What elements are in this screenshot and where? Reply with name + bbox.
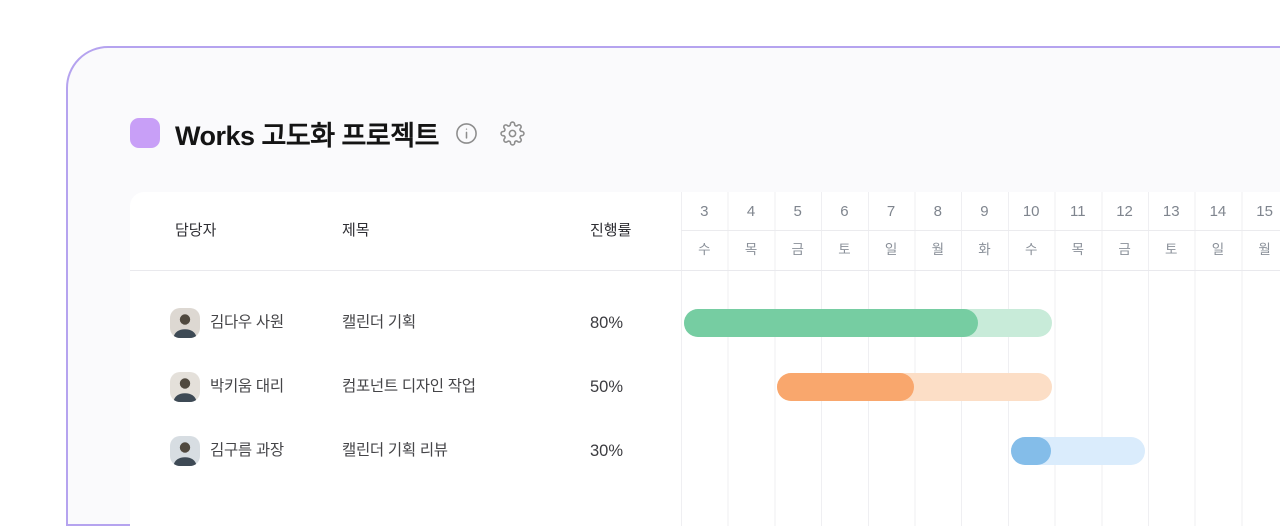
info-icon[interactable] [454, 121, 479, 146]
task-row[interactable]: 김구름 과장 캘린더 기획 리뷰 30% [130, 419, 1280, 483]
timeline-weekday-cell: 토 [838, 242, 851, 257]
timeline-weekday-cell: 금 [791, 242, 804, 257]
timeline-weekday-cell: 월 [931, 242, 944, 257]
timeline-dates-row: 3 4 5 6 7 8 9 10 11 12 13 14 15 [681, 192, 1280, 231]
gantt-bar-fill [1010, 437, 1052, 465]
column-header-assignee: 담당자 [175, 222, 217, 239]
assignee-name: 김다우 사원 [210, 314, 284, 331]
project-card: Works 고도화 프로젝트 담당자 제목 진행률 3 4 5 6 7 8 9 10 11 12 1… [66, 46, 1280, 526]
timeline-date-cell: 15 [1256, 203, 1273, 220]
assignee-avatar [170, 372, 200, 402]
gear-icon[interactable] [500, 120, 525, 146]
column-header-progress: 진행률 [590, 222, 632, 239]
gantt-bar[interactable] [777, 373, 1052, 401]
assignee-avatar [170, 436, 200, 466]
timeline-weekday-cell: 목 [1071, 242, 1085, 257]
task-progress: 80% [590, 314, 624, 332]
timeline-date-cell: 14 [1209, 203, 1227, 220]
timeline-weekday-cell: 토 [1165, 242, 1178, 257]
task-title: 캘린더 기획 리뷰 [342, 442, 448, 459]
timeline-date-cell: 4 [746, 203, 756, 220]
timeline-weekday-cell: 월 [1258, 242, 1271, 257]
timeline-weekday-cell: 화 [978, 242, 991, 257]
timeline-weekday-cell: 목 [744, 242, 758, 257]
timeline-date-cell: 11 [1070, 203, 1086, 220]
gantt-bar[interactable] [1010, 437, 1145, 465]
timeline-weekday-cell: 수 [1024, 242, 1038, 257]
timeline-date-cell: 13 [1162, 203, 1180, 220]
gantt-bar[interactable] [684, 309, 1052, 337]
task-title: 컴포넌트 디자인 작업 [342, 378, 476, 395]
timeline-weekday-cell: 수 [698, 242, 711, 257]
timeline-weekday-cell: 일 [884, 242, 898, 257]
task-rows: 김다우 사원 캘린더 기획 80% 박키움 대리 컴포넌트 디자인 작업 50% 김구름 과… [130, 271, 1280, 526]
gantt-panel: 담당자 제목 진행률 3 4 5 6 7 8 9 10 11 12 13 14 15 수 목 금 토 일 월 화 수 목… [130, 192, 1280, 526]
timeline-header: 3 4 5 6 7 8 9 10 11 12 13 14 15 수 목 금 토 일 월 화 수 목 금 토 일 월 [681, 192, 1280, 270]
timeline-date-cell: 8 [933, 203, 942, 220]
assignee-name: 박키움 대리 [210, 378, 284, 395]
header-divider [130, 270, 1280, 271]
task-progress: 50% [590, 378, 624, 396]
task-title: 캘린더 기획 [342, 314, 416, 331]
timeline-date-cell: 12 [1116, 203, 1133, 220]
task-row[interactable]: 김다우 사원 캘린더 기획 80% [130, 291, 1280, 355]
timeline-date-cell: 3 [700, 203, 709, 220]
timeline-date-cell: 5 [793, 203, 802, 220]
task-row[interactable]: 박키움 대리 컴포넌트 디자인 작업 50% [130, 355, 1280, 419]
project-header: Works 고도화 프로젝트 [130, 114, 1280, 152]
timeline-date-cell: 7 [886, 203, 896, 220]
assignee-name: 김구름 과장 [210, 442, 284, 459]
timeline-date-cell: 10 [1022, 203, 1040, 220]
gantt-bar-fill [684, 309, 979, 337]
table-header: 담당자 제목 진행률 3 4 5 6 7 8 9 10 11 12 13 14 15 수 목 금 토 일 월 화 수 목… [130, 192, 1280, 270]
task-progress: 30% [590, 442, 624, 460]
gantt-bar-fill [777, 373, 915, 401]
project-title: Works 고도화 프로젝트 [175, 120, 439, 151]
timeline-weekday-cell: 금 [1118, 242, 1131, 257]
column-header-title: 제목 [342, 222, 370, 239]
assignee-avatar [170, 308, 200, 338]
project-color-chip [130, 118, 160, 148]
timeline-weekday-cell: 일 [1211, 242, 1225, 257]
timeline-date-cell: 9 [980, 203, 989, 220]
timeline-date-cell: 6 [840, 203, 849, 220]
